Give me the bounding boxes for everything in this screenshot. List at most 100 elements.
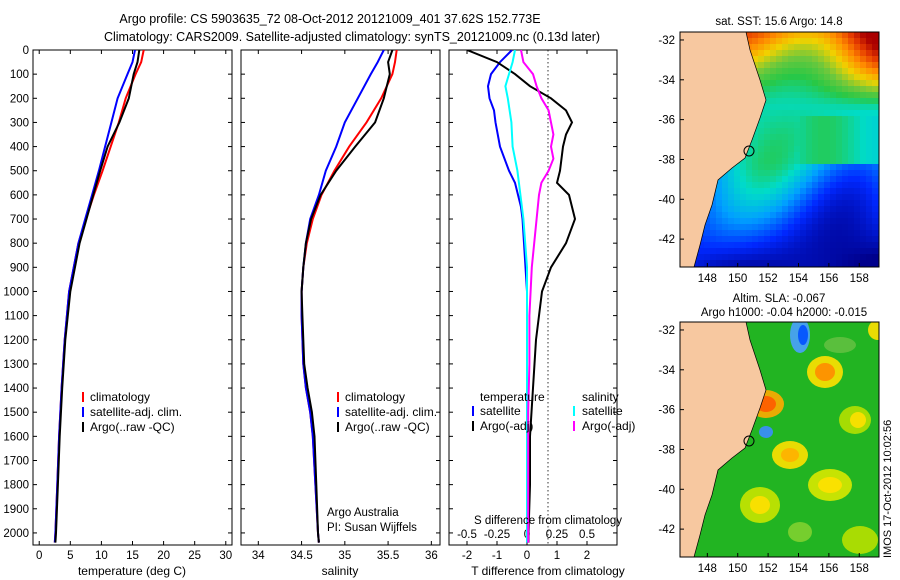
sst-cell: [764, 158, 771, 165]
sst-cell: [782, 170, 789, 177]
sst-cell: [794, 128, 801, 135]
sst-cell: [842, 32, 849, 39]
y-tick-label: 1800: [3, 480, 29, 492]
sst-cell: [872, 194, 879, 201]
sst-cell: [752, 50, 759, 57]
x-tick-label: 5: [67, 550, 73, 562]
sst-cell: [794, 188, 801, 195]
map-x-tick-label: 158: [850, 273, 869, 285]
sst-cell: [740, 230, 747, 237]
sst-cell: [770, 218, 777, 225]
sst-cell: [752, 218, 759, 225]
sst-cell: [848, 260, 855, 267]
sst-cell: [818, 86, 825, 93]
sst-cell: [794, 230, 801, 237]
sst-cell: [800, 170, 807, 177]
sst-cell: [770, 206, 777, 213]
sst-cell: [848, 224, 855, 231]
sst-cell: [854, 32, 861, 39]
header-line2: Climatology: CARS2009. Satellite-adjuste…: [104, 30, 600, 44]
sst-cell: [806, 98, 813, 105]
sst-cell: [830, 116, 837, 123]
sst-cell: [746, 194, 753, 201]
sst-cell: [782, 44, 789, 51]
header-line1: Argo profile: CS 5903635_72 08-Oct-2012 …: [119, 12, 540, 26]
sst-cell: [818, 44, 825, 51]
sst-cell: [728, 242, 735, 249]
sst-cell: [866, 80, 873, 87]
sst-cell: [764, 194, 771, 201]
sst-cell: [752, 32, 759, 39]
legend-label-argo: Argo(..raw -QC): [90, 420, 175, 434]
sst-cell: [812, 62, 819, 69]
sst-cell: [860, 128, 867, 135]
sst-cell: [824, 32, 831, 39]
sst-cell: [842, 236, 849, 243]
sst-cell: [794, 38, 801, 45]
sst-cell: [830, 236, 837, 243]
sst-cell: [806, 68, 813, 75]
sst-cell: [776, 56, 783, 63]
sst-cell: [854, 122, 861, 129]
sst-cell: [794, 146, 801, 153]
sst-cell: [800, 176, 807, 183]
sst-cell: [830, 74, 837, 81]
sst-cell: [848, 242, 855, 249]
sst-cell: [824, 74, 831, 81]
sst-cell: [740, 158, 747, 165]
sst-cell: [770, 50, 777, 57]
sst-cell: [806, 182, 813, 189]
temperature-axes-box: [32, 49, 233, 546]
sst-cell: [764, 236, 771, 243]
sst-cell: [764, 230, 771, 237]
sst-cell: [716, 218, 723, 225]
sst-cell: [800, 98, 807, 105]
sst-cell: [782, 212, 789, 219]
sst-cell: [710, 212, 717, 219]
sla-anomalies: [740, 322, 879, 554]
sst-cell: [842, 188, 849, 195]
sst-cell: [836, 38, 843, 45]
sst-cell: [812, 32, 819, 39]
sst-cell: [716, 212, 723, 219]
sst-cell: [854, 152, 861, 159]
sst-cell: [746, 200, 753, 207]
sst-cell: [860, 140, 867, 147]
sst-cell: [788, 80, 795, 87]
sst-cell: [764, 254, 771, 261]
sst-cell: [848, 146, 855, 153]
sst-cell: [842, 200, 849, 207]
sst-cell: [782, 92, 789, 99]
sst-cell: [752, 38, 759, 45]
y-tick-label: 1100: [4, 311, 29, 323]
sst-cell: [824, 194, 831, 201]
sst-cell: [758, 242, 765, 249]
sst-cell: [746, 182, 753, 189]
sst-cell: [710, 248, 717, 255]
sst-cell: [764, 32, 771, 39]
sst-cell: [794, 92, 801, 99]
sst-cell: [788, 128, 795, 135]
sst-cell: [746, 248, 753, 255]
sla-anomaly: [868, 322, 879, 340]
sst-cell: [722, 248, 729, 255]
salinity-diff-tick-label: 0.25: [546, 529, 568, 541]
sst-cell: [710, 230, 717, 237]
sst-cell: [776, 32, 783, 39]
sst-cell: [800, 122, 807, 129]
sst-cell: [764, 260, 771, 267]
sst-cell: [806, 92, 813, 99]
sst-cell: [860, 134, 867, 141]
sst-cell: [866, 206, 873, 213]
sst-cell: [800, 50, 807, 57]
sla-map-title: Altim. SLA: -0.067: [733, 293, 826, 305]
sst-cell: [872, 38, 879, 45]
sst-cell: [860, 146, 867, 153]
sst-cell: [818, 230, 825, 237]
sst-cell: [830, 32, 837, 39]
sst-cell: [788, 248, 795, 255]
sst-cell: [866, 116, 873, 123]
sst-cell: [854, 86, 861, 93]
sst-cell: [824, 164, 831, 171]
sst-cell: [794, 68, 801, 75]
